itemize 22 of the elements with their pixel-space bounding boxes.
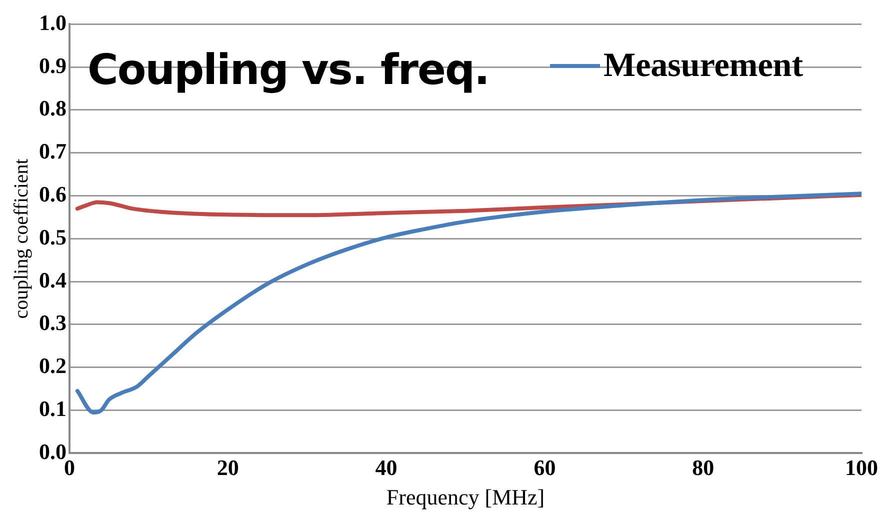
x-tick-label: 80	[692, 455, 714, 480]
x-tick-label: 40	[375, 455, 398, 480]
y-tick-label: 0.3	[39, 310, 66, 336]
x-tick-label: 20	[216, 455, 239, 480]
y-tick-label: 0.2	[39, 353, 66, 378]
y-tick-label: 0.1	[39, 396, 66, 421]
y-tick-label: 0.5	[39, 224, 66, 250]
x-axis-title: Frequency [MHz]	[386, 484, 545, 510]
y-tick-label: 0.9	[39, 52, 66, 78]
y-axis-title: coupling coefficient	[10, 158, 32, 319]
line-series	[75, 192, 862, 414]
y-tick-label: 0.0	[39, 438, 66, 464]
x-tick-label: 100	[845, 455, 878, 480]
y-tick-label: 0.7	[39, 138, 66, 164]
text: Coupling vs. freq.	[88, 45, 489, 94]
legend-label: Measurement	[604, 47, 804, 86]
y-tick-label: 0.4	[39, 267, 66, 292]
y-tick-label: 1.0	[39, 10, 66, 35]
x-tick-label: 60	[534, 455, 556, 480]
y-tick-label: 0.8	[39, 96, 66, 121]
y-tick-label: 0.6	[39, 181, 66, 206]
x-tick-label: 0	[64, 455, 75, 480]
